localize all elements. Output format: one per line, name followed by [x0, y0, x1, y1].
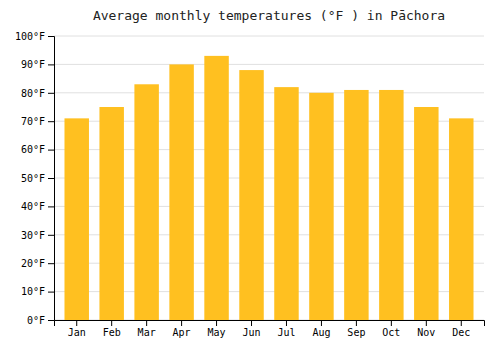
y-tick-mark [48, 206, 54, 207]
y-tick-mark [48, 263, 54, 264]
x-tick-label: Aug [312, 327, 330, 338]
x-tick-label: Sep [347, 327, 365, 338]
x-tick: Jun [242, 320, 260, 338]
x-tick: Aug [312, 320, 330, 338]
y-tick: 70°F [21, 116, 54, 127]
x-tick-mark [146, 320, 147, 326]
y-tick: 50°F [21, 173, 54, 184]
x-tick-mark [356, 320, 357, 326]
grid-line [54, 92, 484, 93]
y-tick: 30°F [21, 230, 54, 241]
y-tick-label: 20°F [21, 258, 45, 269]
y-tick: 0°F [27, 315, 54, 326]
x-tick-label: Oct [382, 327, 400, 338]
y-tick: 80°F [21, 88, 54, 99]
y-tick-label: 90°F [21, 59, 45, 70]
bar [379, 90, 403, 320]
grid [54, 36, 484, 320]
grid-line [54, 64, 484, 65]
x-tick-label: May [208, 327, 226, 338]
x-tick-label: Jul [277, 327, 295, 338]
x-tick-label: Feb [103, 327, 121, 338]
y-tick-label: 60°F [21, 144, 45, 155]
x-tick: Oct [382, 320, 400, 338]
x-tick: May [208, 320, 226, 338]
x-tick: Dec [452, 320, 470, 338]
bar [414, 107, 438, 320]
title: Average monthly temperatures (°F ) in Pā… [93, 8, 445, 23]
x-tick: Sep [347, 320, 365, 338]
bar [99, 107, 123, 320]
x-tick-label: Dec [452, 327, 470, 338]
y-tick-mark [48, 36, 54, 37]
x-tick-mark [76, 320, 77, 326]
chart-container: 0°F 10°F 20°F 30°F 40°F 50°F 60°F 70°F 80°F 90°F 1… [0, 0, 500, 350]
y-tick: 100°F [15, 31, 54, 42]
grid-line [54, 36, 484, 37]
x-tick-mark [286, 320, 287, 326]
y-tick-mark [48, 320, 54, 321]
x-tick-mark [321, 320, 322, 326]
y-tick-label: 80°F [21, 88, 45, 99]
x-tick-label: Jun [242, 327, 260, 338]
bar [204, 56, 228, 320]
x-tick-label: Apr [173, 327, 191, 338]
y-tick: 90°F [21, 59, 54, 70]
x-axis: Jan Feb Mar Apr May Jun Jul Aug Sep Oct Nov Dec [55, 320, 485, 338]
x-tick-label: Mar [138, 327, 156, 338]
y-tick-mark [48, 93, 54, 94]
x-tick: Feb [103, 320, 121, 338]
y-tick-mark [48, 235, 54, 236]
y-tick-mark [48, 292, 54, 293]
bar [309, 93, 333, 320]
y-tick-label: 30°F [21, 230, 45, 241]
y-tick-mark [48, 121, 54, 122]
x-tick-mark [391, 320, 392, 326]
x-tick: Mar [138, 320, 156, 338]
y-tick: 40°F [21, 201, 54, 212]
y-tick-label: 0°F [27, 315, 45, 326]
y-tick-label: 50°F [21, 173, 45, 184]
y-tick-mark [48, 178, 54, 179]
x-tick: Jul [277, 320, 295, 338]
x-tick-mark [426, 320, 427, 326]
y-tick: 20°F [21, 258, 54, 269]
x-tick-mark [111, 320, 112, 326]
x-tick: Jan [68, 320, 86, 338]
bar [239, 70, 263, 320]
y-tick-label: 40°F [21, 201, 45, 212]
plot-area [64, 56, 473, 320]
bar [64, 118, 88, 320]
x-axis-line [55, 321, 485, 327]
y-tick: 10°F [21, 286, 54, 297]
bar [449, 118, 473, 320]
bar [134, 84, 158, 320]
bar [169, 64, 193, 320]
chart-svg: 0°F 10°F 20°F 30°F 40°F 50°F 60°F 70°F 80°F 90°F 1… [0, 0, 500, 350]
bar [274, 87, 298, 320]
x-tick-mark [216, 320, 217, 326]
x-tick: Apr [173, 320, 191, 338]
y-axis: 0°F 10°F 20°F 30°F 40°F 50°F 60°F 70°F 80°F 90°F 1… [15, 31, 55, 326]
y-tick-mark [48, 64, 54, 65]
x-tick: Nov [417, 320, 435, 338]
y-tick: 60°F [21, 144, 54, 155]
x-tick-label: Nov [417, 327, 435, 338]
bar [344, 90, 368, 320]
x-tick-mark [461, 320, 462, 326]
x-tick-label: Jan [68, 327, 86, 338]
x-tick-mark [181, 320, 182, 326]
x-tick-mark [251, 320, 252, 326]
y-tick-label: 100°F [15, 31, 45, 42]
y-axis-line [48, 37, 55, 321]
y-tick-label: 70°F [21, 116, 45, 127]
y-tick-mark [48, 150, 54, 151]
y-tick-label: 10°F [21, 286, 45, 297]
